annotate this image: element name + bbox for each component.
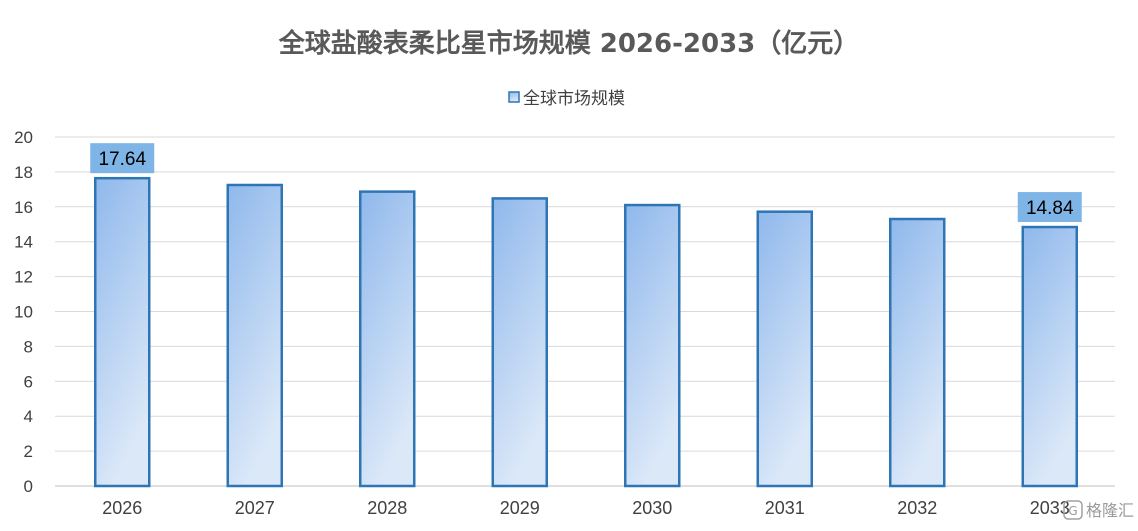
watermark: G 格隆汇 bbox=[1063, 500, 1134, 520]
watermark-text: 格隆汇 bbox=[1086, 501, 1134, 520]
x-tick-label: 2033 bbox=[1030, 498, 1070, 518]
x-tick-label: 2029 bbox=[500, 498, 540, 518]
x-tick-label: 2031 bbox=[765, 498, 805, 518]
svg-text:G: G bbox=[1068, 504, 1077, 518]
data-label-box bbox=[1017, 192, 1082, 223]
x-tick-label: 2032 bbox=[897, 498, 937, 518]
data-label-2033: 14.84 bbox=[1017, 192, 1082, 223]
y-tick-label: 6 bbox=[24, 372, 33, 391]
y-tick-label: 0 bbox=[24, 477, 33, 496]
x-tick-label: 2026 bbox=[102, 498, 142, 518]
legend-label: 全球市场规模 bbox=[523, 89, 625, 109]
data-labels: 17.64 14.84 bbox=[90, 143, 1082, 223]
y-tick-label: 8 bbox=[24, 337, 33, 356]
x-tick-label: 2028 bbox=[367, 498, 407, 518]
gelonghui-logo-icon: G bbox=[1063, 500, 1083, 520]
bar-2031 bbox=[756, 210, 813, 488]
bar-2029 bbox=[491, 197, 548, 488]
x-tick-label: 2027 bbox=[235, 498, 275, 518]
data-label-box bbox=[90, 143, 155, 174]
legend-swatch bbox=[508, 91, 520, 103]
bar-2027 bbox=[226, 183, 283, 488]
data-label-2026: 17.64 bbox=[90, 143, 155, 174]
data-label-text: 14.84 bbox=[1026, 198, 1074, 219]
y-tick-label: 10 bbox=[14, 303, 33, 322]
x-tick-label: 2030 bbox=[632, 498, 672, 518]
y-tick-label: 16 bbox=[14, 198, 33, 217]
y-tick-label: 20 bbox=[14, 128, 33, 147]
y-tick-label: 2 bbox=[24, 442, 33, 461]
y-axis-ticks: 0 2 4 6 8 10 12 14 16 18 20 bbox=[14, 128, 33, 496]
bar-2030 bbox=[624, 203, 681, 488]
legend: 全球市场规模 bbox=[508, 89, 625, 109]
x-axis-ticks: 2026 2027 2028 2029 2030 2031 2032 2033 bbox=[102, 498, 1070, 518]
data-label-text: 17.64 bbox=[98, 149, 146, 170]
bar-2028 bbox=[359, 190, 416, 488]
grid-lines bbox=[55, 136, 1115, 487]
y-tick-label: 4 bbox=[24, 407, 33, 426]
chart-title: 全球盐酸表柔比星市场规模 2026-2033（亿元） bbox=[278, 28, 860, 59]
bars bbox=[94, 176, 1078, 488]
bar-2032 bbox=[889, 217, 946, 488]
bar-2033 bbox=[1021, 225, 1078, 488]
y-tick-label: 12 bbox=[14, 268, 33, 287]
y-tick-label: 18 bbox=[14, 163, 33, 182]
y-tick-label: 14 bbox=[14, 233, 33, 252]
bar-2026 bbox=[94, 176, 151, 488]
